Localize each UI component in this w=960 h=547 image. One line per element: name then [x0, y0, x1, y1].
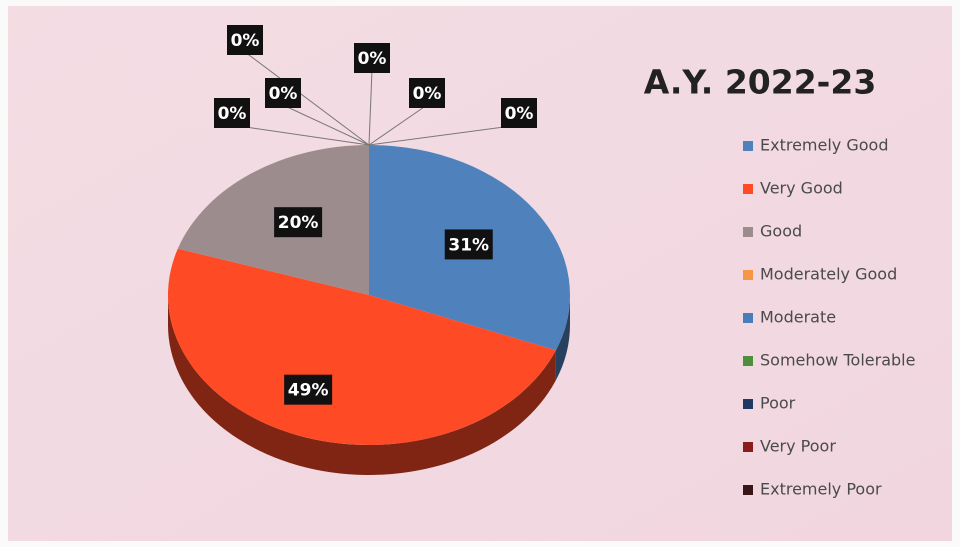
pie-slice	[168, 248, 556, 445]
legend-label: Moderate	[760, 308, 836, 327]
legend-swatch	[743, 442, 753, 452]
legend-swatch	[743, 313, 753, 323]
legend-swatch	[743, 184, 753, 194]
data-label: 0%	[231, 31, 260, 51]
legend-label: Good	[760, 222, 802, 241]
legend-swatch	[743, 485, 753, 495]
data-label: 0%	[505, 104, 534, 124]
leader-line	[368, 69, 373, 146]
legend-swatch	[743, 270, 753, 280]
legend-label: Extremely Poor	[760, 480, 882, 499]
label-box	[227, 25, 263, 55]
data-label: 20%	[278, 213, 319, 233]
label-box	[274, 207, 323, 238]
pie-slice	[177, 145, 369, 295]
leader-line	[368, 104, 428, 146]
label-box	[214, 98, 250, 128]
data-label: 31%	[448, 235, 489, 255]
legend-label: Very Poor	[760, 437, 836, 456]
label-box	[409, 78, 445, 108]
label-box	[284, 374, 333, 405]
chart-title: A.Y. 2022-23	[644, 63, 877, 102]
legend-label: Extremely Good	[760, 136, 888, 155]
leader-line	[231, 124, 370, 146]
legend-label: Poor	[760, 394, 796, 413]
legend-label: Somehow Tolerable	[760, 351, 915, 370]
legend-swatch	[743, 356, 753, 366]
legend-swatch	[743, 227, 753, 237]
data-label: 0%	[218, 104, 247, 124]
label-box	[265, 78, 301, 108]
legend-swatch	[743, 399, 753, 409]
data-label: 0%	[269, 84, 298, 104]
label-box	[501, 98, 537, 128]
label-box	[354, 43, 390, 73]
slice-side	[168, 295, 556, 475]
leader-line	[244, 51, 370, 146]
label-box	[444, 229, 493, 260]
leader-line	[282, 104, 370, 146]
data-label: 0%	[358, 49, 387, 69]
leader-line	[368, 124, 520, 146]
legend-label: Very Good	[760, 179, 843, 198]
data-label: 49%	[288, 381, 329, 401]
data-label: 0%	[413, 84, 442, 104]
legend-swatch	[743, 141, 753, 151]
legend-label: Moderately Good	[760, 265, 897, 284]
slice-side	[555, 295, 570, 381]
